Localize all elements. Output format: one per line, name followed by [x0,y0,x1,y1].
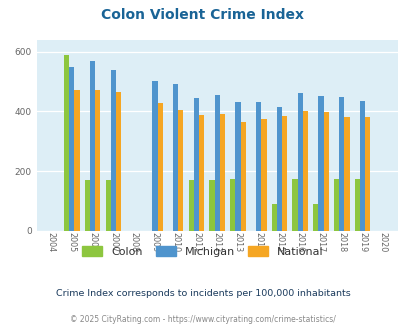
Text: © 2025 CityRating.com - https://www.cityrating.com/crime-statistics/: © 2025 CityRating.com - https://www.city… [70,315,335,324]
Bar [240,122,245,231]
Bar [230,179,235,231]
Bar [74,90,79,231]
Bar [297,93,302,231]
Bar [69,67,74,231]
Bar [271,204,276,231]
Bar [157,103,162,231]
Bar [313,204,318,231]
Bar [85,180,90,231]
Bar [364,117,369,231]
Bar [256,102,261,231]
Bar [188,180,193,231]
Bar [292,179,297,231]
Bar [178,110,183,231]
Bar [198,115,204,231]
Bar [152,82,157,231]
Bar [354,179,359,231]
Bar [339,97,343,231]
Bar [95,90,100,231]
Bar [209,180,214,231]
Bar [302,112,307,231]
Bar [64,55,69,231]
Legend: Colon, Michigan, National: Colon, Michigan, National [79,243,326,260]
Bar [323,112,328,231]
Bar [281,116,287,231]
Bar [111,70,116,231]
Bar [105,180,111,231]
Bar [333,179,339,231]
Text: Crime Index corresponds to incidents per 100,000 inhabitants: Crime Index corresponds to incidents per… [55,289,350,298]
Bar [173,84,178,231]
Bar [214,95,219,231]
Bar [235,102,240,231]
Bar [90,61,95,231]
Bar [318,96,323,231]
Bar [343,117,349,231]
Bar [261,119,266,231]
Bar [359,101,364,231]
Text: Colon Violent Crime Index: Colon Violent Crime Index [101,8,304,22]
Bar [219,115,224,231]
Bar [193,98,198,231]
Bar [276,107,281,231]
Bar [116,92,121,231]
